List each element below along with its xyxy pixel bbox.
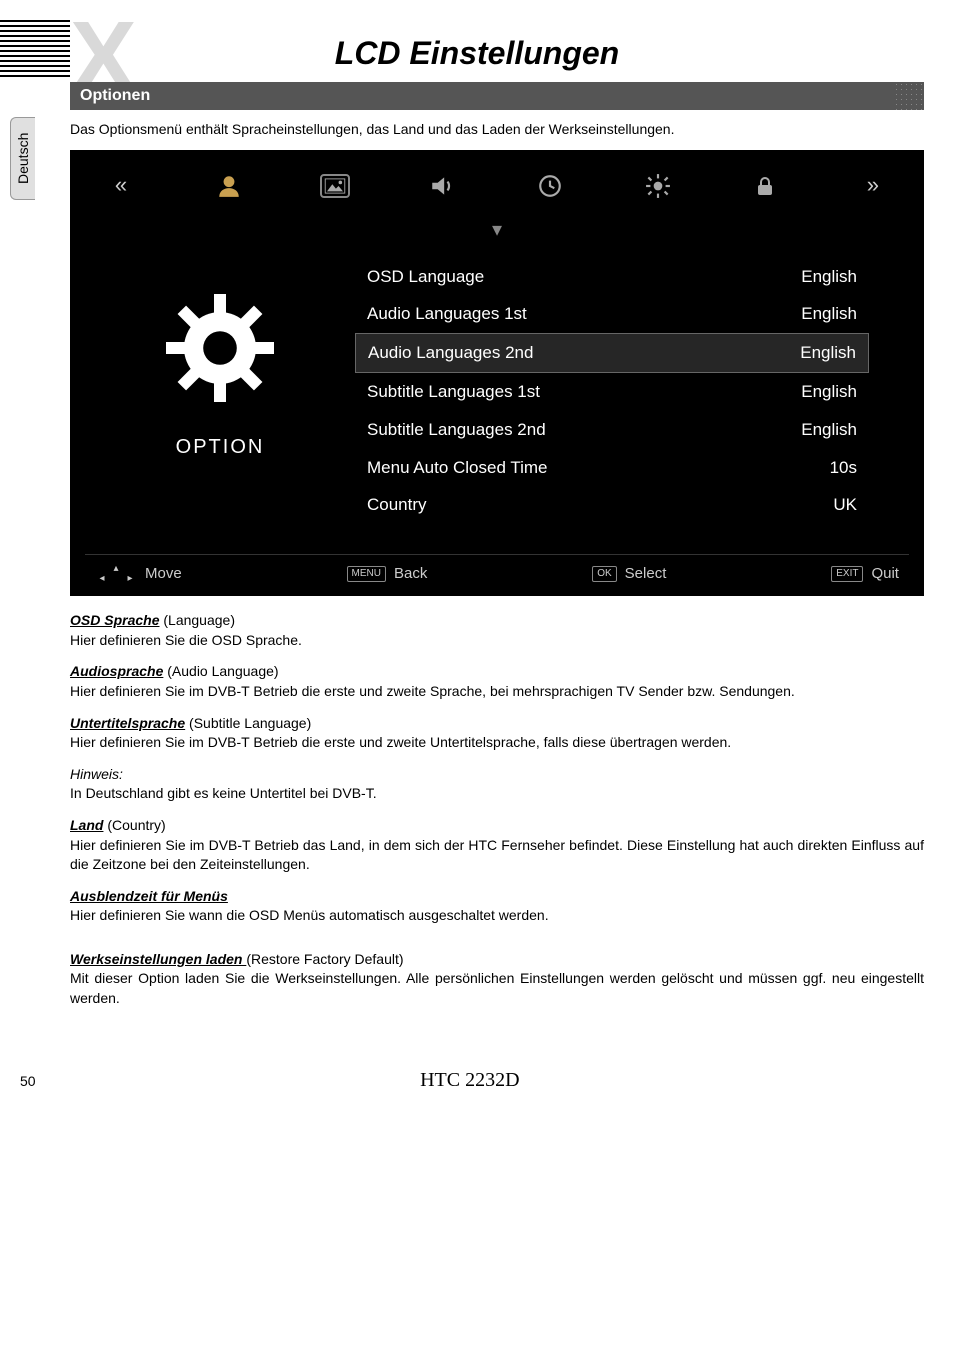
- image-icon: [320, 174, 350, 198]
- text-section: Ausblendzeit für Menüs Hier definieren Si…: [70, 887, 924, 926]
- text-section: OSD Sprache (Language)Hier definieren Si…: [70, 611, 924, 650]
- model-name: HTC 2232D: [420, 1069, 519, 1092]
- osd-option-value: English: [737, 302, 857, 326]
- section-term: Ausblendzeit für Menüs: [70, 888, 228, 904]
- section-heading: Land (Country): [70, 816, 924, 836]
- osd-option-value: 10s: [737, 456, 857, 480]
- section-paren: (Restore Factory Default): [246, 951, 403, 967]
- osd-footer-move: ▴ ◂▸ Move: [95, 563, 182, 584]
- quit-label: Quit: [871, 563, 899, 584]
- osd-option-label: Menu Auto Closed Time: [367, 456, 547, 480]
- osd-option-value: English: [736, 341, 856, 365]
- section-body: Hier definieren Sie im DVB-T Betrieb die…: [70, 682, 924, 702]
- content-area: Das Optionsmenü enthält Spracheinstellun…: [70, 110, 924, 1009]
- clock-icon: [534, 170, 566, 202]
- section-body: Hier definieren Sie im DVB-T Betrieb die…: [70, 733, 924, 753]
- text-section: Audiosprache (Audio Language)Hier defini…: [70, 662, 924, 701]
- section-term: Werkseinstellungen laden: [70, 951, 246, 967]
- section-paren: (Subtitle Language): [185, 715, 311, 731]
- arrow-cluster-icon: ▴ ◂▸: [95, 564, 137, 584]
- lock-icon: [749, 170, 781, 202]
- section-heading: Untertitelsprache (Subtitle Language): [70, 714, 924, 734]
- page-title: LCD Einstellungen: [0, 0, 954, 82]
- chevrons-left-icon: «: [105, 170, 137, 202]
- osd-footer-back: MENU Back: [347, 563, 428, 584]
- text-section: Untertitelsprache (Subtitle Language)Hie…: [70, 714, 924, 753]
- section-body: Mit dieser Option laden Sie die Werksein…: [70, 969, 924, 1008]
- osd-option-value: English: [737, 265, 857, 289]
- osd-option-value: English: [737, 380, 857, 404]
- section-term: Audiosprache: [70, 663, 163, 679]
- osd-option-row[interactable]: Subtitle Languages 1st English: [355, 373, 869, 411]
- section-body: In Deutschland gibt es keine Untertitel …: [70, 784, 924, 804]
- header-stripes: [0, 20, 70, 80]
- osd-option-row[interactable]: Audio Languages 1st English: [355, 295, 869, 333]
- section-body: Hier definieren Sie im DVB-T Betrieb das…: [70, 836, 924, 875]
- page-number: 50: [20, 1073, 36, 1089]
- section-heading: OSD Sprache (Language): [70, 611, 924, 631]
- gear-icon: [642, 170, 674, 202]
- osd-body: OPTION OSD LanguageEnglishAudio Language…: [85, 248, 909, 555]
- ok-key-icon: OK: [592, 566, 616, 582]
- osd-options-list: OSD Language English Audio Languages 1st En…: [355, 258, 909, 525]
- section-heading: Hinweis:: [70, 765, 924, 785]
- section-label: Optionen: [80, 87, 150, 104]
- osd-footer: ▴ ◂▸ Move MENU Back OK Select EXIT Quit: [85, 554, 909, 586]
- section-term: Hinweis:: [70, 766, 123, 782]
- back-label: Back: [394, 563, 427, 584]
- section-term: Land: [70, 817, 103, 833]
- osd-category-label: OPTION: [85, 433, 355, 461]
- text-section: Land (Country)Hier definieren Sie im DVB…: [70, 816, 924, 875]
- section-heading: Audiosprache (Audio Language): [70, 662, 924, 682]
- osd-option-label: Subtitle Languages 2nd: [367, 418, 546, 442]
- osd-menu-screenshot: « » ▾: [70, 150, 924, 597]
- osd-option-row[interactable]: Audio Languages 2nd English: [355, 333, 869, 373]
- section-paren: (Audio Language): [163, 663, 278, 679]
- section-paren: (Language): [159, 612, 235, 628]
- section-term: Untertitelsprache: [70, 715, 185, 731]
- section-paren: (Country): [103, 817, 165, 833]
- chevrons-right-icon: »: [857, 170, 889, 202]
- osd-option-label: Audio Languages 1st: [367, 302, 527, 326]
- text-section: Werkseinstellungen laden (Restore Factor…: [70, 950, 924, 1009]
- osd-option-row[interactable]: Country UK: [355, 486, 869, 524]
- section-body: Hier definieren Sie die OSD Sprache.: [70, 631, 924, 651]
- osd-option-value: English: [737, 418, 857, 442]
- osd-left-panel: OPTION: [85, 258, 355, 525]
- osd-footer-select: OK Select: [592, 563, 666, 584]
- osd-option-label: Subtitle Languages 1st: [367, 380, 540, 404]
- select-label: Select: [625, 563, 667, 584]
- section-heading: Ausblendzeit für Menüs: [70, 887, 924, 907]
- osd-top-icons: « »: [85, 160, 909, 212]
- section-bar: Optionen: [70, 82, 924, 110]
- section-heading: Werkseinstellungen laden (Restore Factor…: [70, 950, 924, 970]
- page-footer: 50 HTC 2232D: [0, 1069, 954, 1092]
- osd-option-row[interactable]: Subtitle Languages 2nd English: [355, 411, 869, 449]
- osd-option-label: Country: [367, 493, 427, 517]
- osd-option-label: Audio Languages 2nd: [368, 341, 533, 365]
- section-term: OSD Sprache: [70, 612, 159, 628]
- osd-down-arrow-icon: ▾: [85, 212, 909, 248]
- osd-option-label: OSD Language: [367, 265, 484, 289]
- exit-key-icon: EXIT: [831, 566, 863, 582]
- option-gear-icon: [160, 288, 280, 408]
- menu-key-icon: MENU: [347, 566, 386, 582]
- text-section: Hinweis: In Deutschland gibt es keine Unt…: [70, 765, 924, 804]
- osd-option-row[interactable]: OSD Language English: [355, 258, 869, 296]
- speaker-icon: [426, 170, 458, 202]
- language-tab: Deutsch: [10, 117, 35, 200]
- osd-option-value: UK: [737, 493, 857, 517]
- move-label: Move: [145, 563, 182, 584]
- osd-footer-quit: EXIT Quit: [831, 563, 899, 584]
- osd-option-row[interactable]: Menu Auto Closed Time 10s: [355, 449, 869, 487]
- person-icon: [213, 170, 245, 202]
- section-body: Hier definieren Sie wann die OSD Menüs a…: [70, 906, 924, 926]
- intro-text: Das Optionsmenü enthält Spracheinstellun…: [70, 110, 924, 150]
